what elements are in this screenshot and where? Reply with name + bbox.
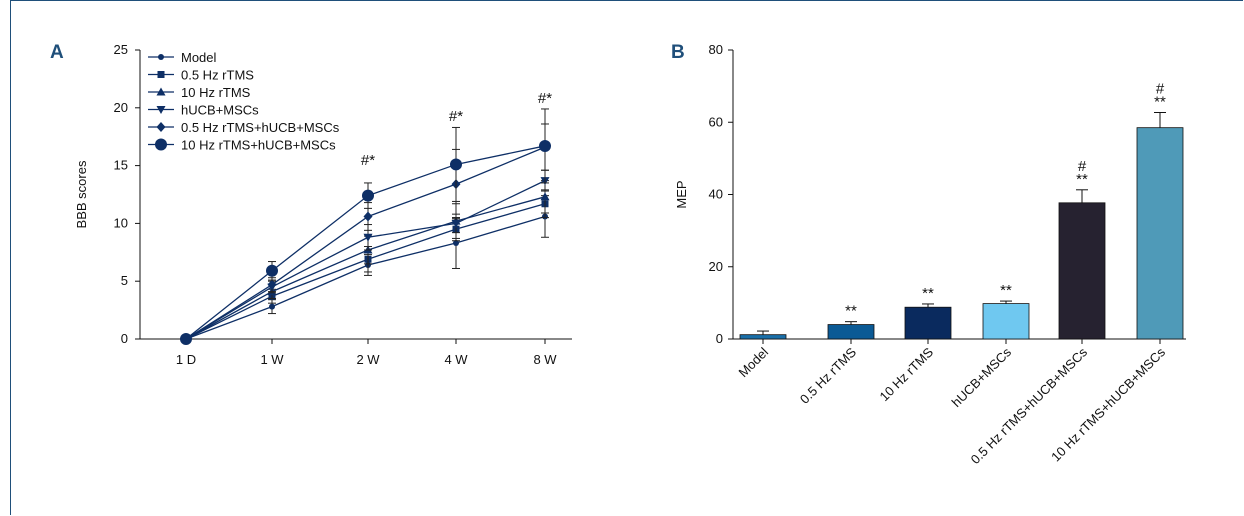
y-tick-label: 20: [114, 100, 128, 115]
significance-label: **: [922, 285, 934, 302]
y-tick-label: 25: [114, 42, 128, 57]
bar: [739, 334, 787, 340]
data-point: [450, 158, 462, 171]
legend-label: 0.5 Hz rTMS: [181, 68, 254, 83]
y-tick-label: 40: [709, 187, 723, 202]
legend-marker: [156, 87, 166, 96]
significance-label: **: [1000, 282, 1012, 299]
data-point: [363, 233, 373, 242]
data-point: [540, 192, 550, 201]
legend-marker: [157, 71, 165, 78]
significance-label: #*: [361, 152, 375, 169]
x-tick-label: 4 W: [444, 352, 468, 367]
legend-label: 0.5 Hz rTMS+hUCB+MSCs: [181, 120, 340, 135]
legend-label: Model: [181, 50, 217, 65]
x-tick-label: 0.5 Hz rTMS: [797, 344, 859, 406]
data-point: [539, 139, 551, 152]
x-tick-label: hUCB+MSCs: [949, 344, 1015, 410]
y-tick-label: 20: [709, 259, 723, 274]
data-point: [453, 240, 459, 247]
y-tick-label: 0: [121, 331, 128, 346]
data-point: [362, 189, 374, 202]
x-tick-label: 8 W: [533, 352, 557, 367]
data-point: [267, 279, 277, 290]
bar: [1136, 127, 1184, 340]
bar-chart-mep: 0 20 40 60 80 MEP Model 0.5 Hz rTMS ** 10 Hz rTMS…: [674, 42, 1186, 467]
legend-marker: [155, 138, 167, 151]
panel-b-label: B: [671, 42, 685, 63]
bar: [1058, 202, 1106, 340]
legend-label: 10 Hz rTMS+hUCB+MSCs: [181, 138, 336, 153]
legend-marker: [158, 54, 164, 60]
significance-label: #: [1078, 158, 1087, 175]
y-tick-label: 15: [114, 158, 128, 173]
significance-label: **: [1154, 93, 1166, 110]
significance-label: #: [1156, 80, 1165, 97]
significance-label: #*: [449, 108, 463, 125]
data-point: [269, 303, 275, 310]
bar: [827, 324, 875, 340]
x-tick-label: Model: [735, 344, 771, 380]
y-tick-label: 5: [121, 273, 128, 288]
legend-marker: [156, 106, 166, 114]
significance-label: **: [1076, 171, 1088, 188]
legend-marker: [156, 122, 166, 132]
series-5: [180, 108, 551, 345]
x-tick-label: 1 D: [176, 352, 196, 367]
data-point: [180, 333, 192, 345]
bar: [904, 306, 952, 340]
series-line: [185, 146, 546, 340]
data-point: [451, 219, 461, 228]
panel-a-label: A: [50, 42, 64, 63]
bar: [982, 303, 1030, 340]
y-axis-label: BBB scores: [74, 160, 89, 228]
significance-label: #*: [538, 90, 552, 107]
x-tick-label: 1 W: [260, 352, 284, 367]
legend-label: hUCB+MSCs: [181, 103, 259, 118]
legend-label: 10 Hz rTMS: [181, 85, 251, 100]
y-tick-label: 0: [716, 331, 723, 346]
x-tick-label: 10 Hz rTMS: [876, 344, 936, 404]
data-point: [363, 211, 373, 222]
significance-label: **: [845, 303, 857, 320]
y-tick-label: 10: [114, 215, 128, 230]
figure-frame: [10, 0, 1243, 515]
x-tick-label: 2 W: [356, 352, 380, 367]
data-point: [266, 264, 278, 277]
line-chart-bbb: 0 5 10 15 20 25 1 D 1 W 2 W 4 W 8 W BBB scores Model…: [74, 42, 572, 367]
y-tick-label: 60: [709, 114, 723, 129]
y-axis-label: MEP: [674, 180, 689, 208]
y-tick-label: 80: [709, 42, 723, 57]
